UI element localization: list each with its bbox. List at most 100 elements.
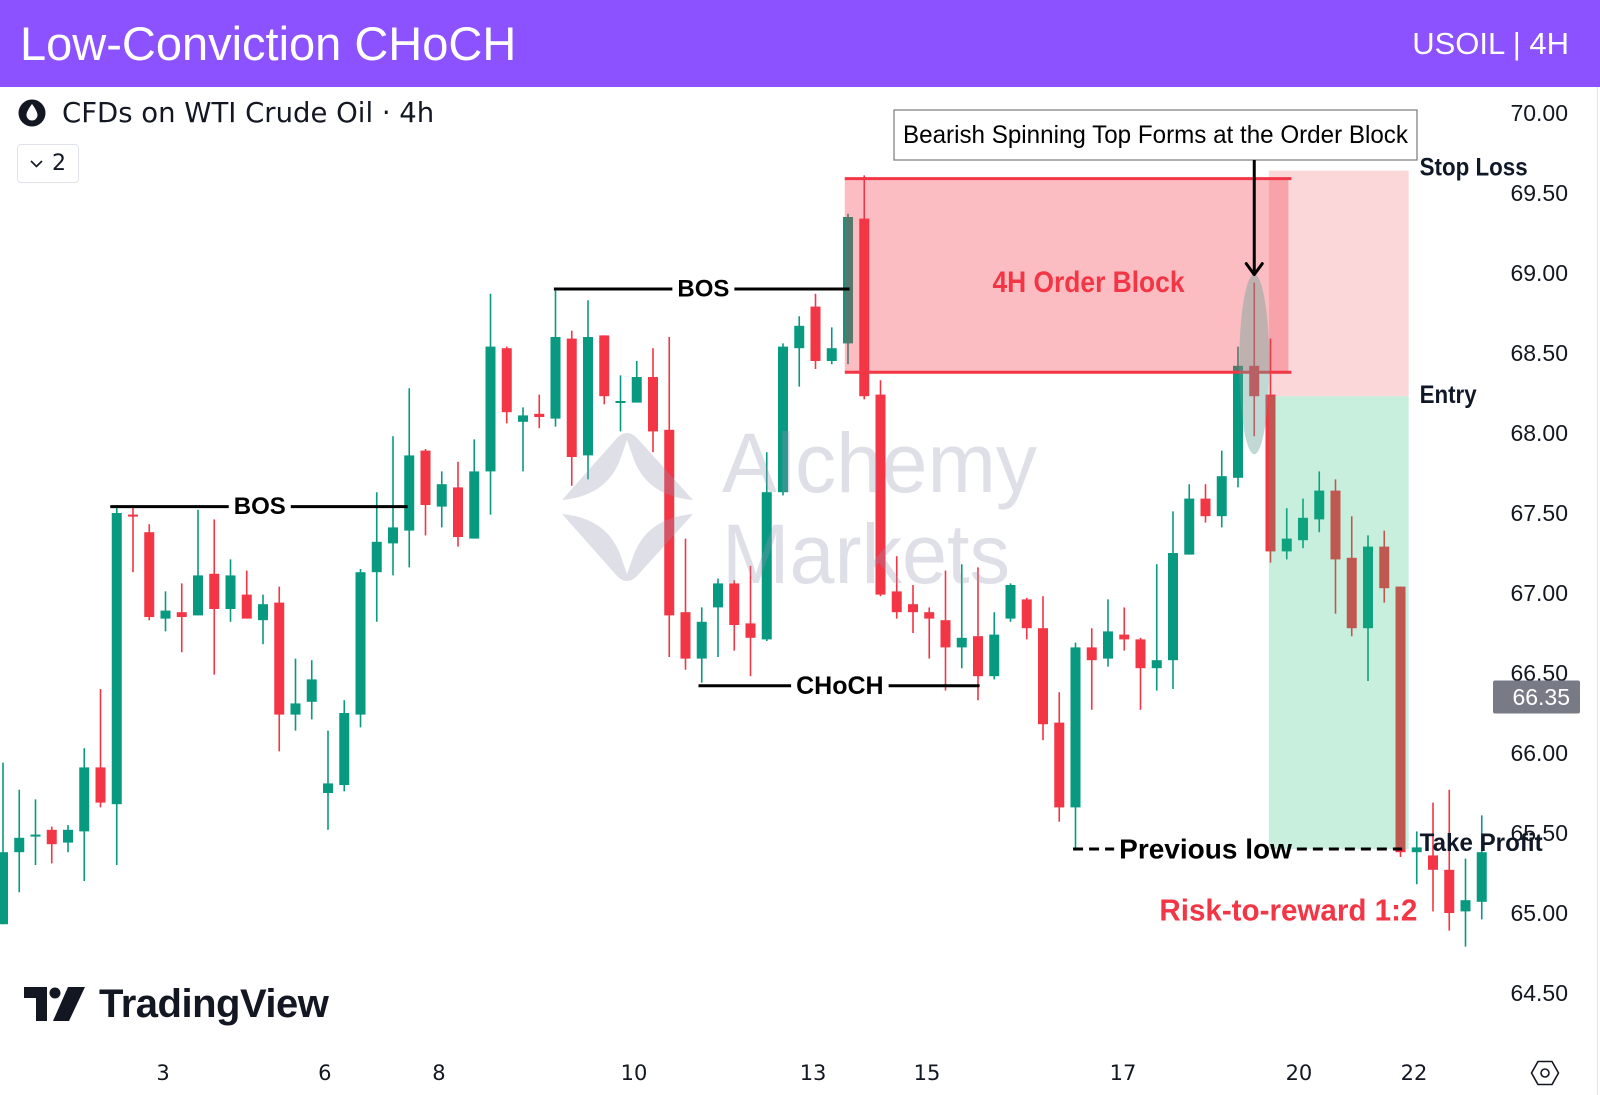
candle-bearish [729,580,740,651]
candle-body [1363,546,1373,629]
watermark-line-1: Alchemy [722,416,1037,510]
candle-body [1103,631,1113,659]
candle-bullish [111,505,122,865]
candle-bullish [713,578,723,657]
candle-body [729,583,740,625]
candle-bearish [745,565,756,677]
candle-body [566,338,577,457]
candle-bullish [469,439,480,539]
candle-bullish [1103,599,1113,667]
candle-bullish [306,660,317,720]
candle-body [664,429,675,616]
candle-bullish [339,700,350,792]
candle-bullish [160,591,171,632]
tradingview-logo-icon [24,987,85,1021]
tradingview-logo[interactable]: TradingView [24,982,329,1026]
order-block-zone [844,177,1292,374]
time-axis-label: 13 [800,1061,827,1085]
candle-bearish [1330,479,1341,614]
candle-bearish [891,556,902,619]
candle-bearish [95,689,106,808]
candle-body [111,513,122,805]
candle-body [453,487,463,537]
indicators-count: 2 [52,150,66,176]
time-axis-label: 17 [1110,1061,1137,1085]
candle-bullish [550,290,561,427]
chevron-down-icon [30,159,43,168]
candle-body [30,834,41,837]
candle-bullish [1476,815,1487,920]
candle-body [420,450,431,505]
candle-body [469,471,480,539]
candle-bullish [1298,498,1308,549]
candle-bullish [193,509,203,616]
candle-bearish [908,585,918,633]
level-label: BOS [677,276,729,303]
candle-body [615,401,626,403]
price-axis-label: 67.50 [1510,500,1568,526]
candle-bearish [1428,802,1438,912]
time-axis[interactable]: 3 6 8 10 13 15 17 20 22 [156,1061,1427,1085]
candle-body [826,348,837,361]
candle-bearish [274,586,285,752]
candle-body [209,573,220,609]
candle-bearish [241,570,252,619]
candle-bearish [566,330,577,486]
candle-bullish [323,730,333,830]
candle-bullish [615,375,626,432]
candle-body [778,346,788,493]
indicators-toggle-button[interactable]: 2 [17,144,79,183]
candles-layer [0,175,1487,947]
chart-settings-button[interactable] [1530,1058,1560,1088]
candle-body [1005,585,1016,619]
candle-bearish [680,538,691,670]
time-axis-label: 20 [1286,1061,1313,1085]
price-axis-label: 67.00 [1510,580,1568,606]
candle-bearish [1086,628,1097,710]
candle-body [1265,394,1276,552]
level-label: CHoCH [796,672,884,700]
candle-body [1233,365,1243,478]
short-position-tool[interactable] [1268,170,1409,849]
candle-bullish [258,594,268,645]
settings-hexagon-icon [1530,1060,1560,1086]
price-axis-label: 66.00 [1510,740,1568,766]
candle-bullish [79,748,90,881]
candle-bearish [810,293,821,369]
candle-body [290,703,301,715]
candle-body [79,767,90,832]
candle-bullish [225,559,236,622]
candle-body [1460,900,1471,912]
tradingview-wordmark: TradingView [99,982,329,1026]
candle-body [160,610,171,619]
candle-body [1200,498,1211,517]
instrument-title: CFDs on WTI Crude Oil · 4h [62,97,435,129]
candle-body [193,575,203,616]
candle-bullish [436,471,447,528]
chart-legend[interactable]: CFDs on WTI Crude Oil · 4h [18,97,434,129]
level-previous-low: Previous low [1073,834,1403,865]
candle-bullish [1005,583,1016,622]
candle-body [501,348,512,413]
candle-bullish [1411,831,1422,885]
candle-body [144,532,155,617]
candle-body [388,527,398,544]
level-bos: BOS [110,493,408,520]
candle-bearish [1444,789,1455,931]
spinning-top-highlight [1239,274,1270,455]
candle-body [14,837,25,853]
candle-body [1119,634,1130,640]
candle-body [534,413,545,417]
time-axis-label: 8 [432,1061,445,1085]
candle-bullish [290,658,301,731]
symbol-timeframe-badge: USOIL | 4H [1412,26,1569,61]
candle-bearish [501,346,512,424]
entry-label: Entry [1420,381,1477,409]
candle-body [956,637,967,648]
price-axis-label: 69.00 [1510,260,1568,286]
candle-bearish [128,506,138,573]
alchemy-markets-logo-icon [562,433,693,581]
candle-bullish [518,407,528,472]
price-axis[interactable]: 70.0069.5069.0068.5068.0067.5067.0066.50… [1420,100,1580,1006]
